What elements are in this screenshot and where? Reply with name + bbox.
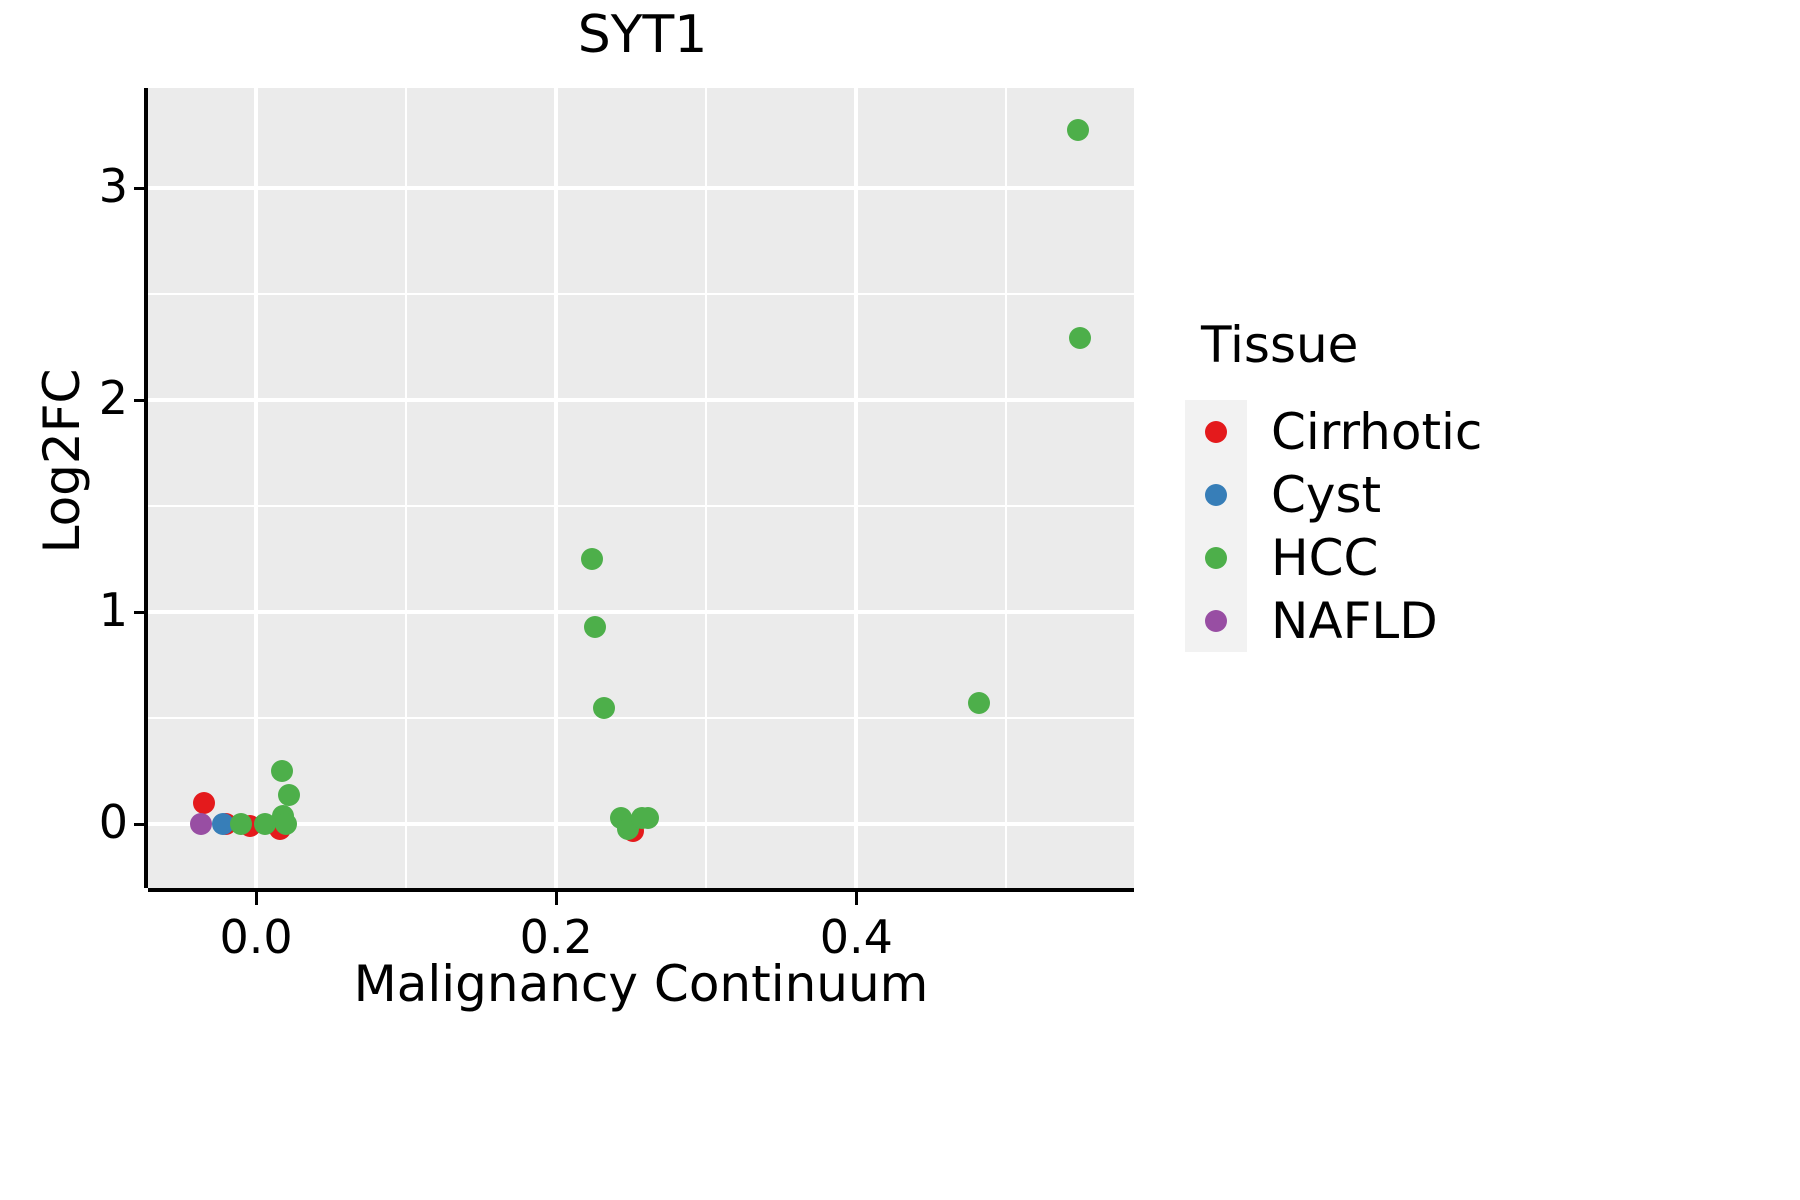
gridline-major-vertical xyxy=(854,88,859,888)
legend-item-cyst[interactable]: Cyst xyxy=(1185,463,1745,526)
gridline-minor-horizontal xyxy=(148,505,1134,508)
legend-key xyxy=(1185,400,1247,463)
x-axis-tick-label: 0.0 xyxy=(219,910,293,964)
legend-title: Tissue xyxy=(1201,316,1359,374)
legend-dot-icon xyxy=(1205,546,1227,569)
gridline-minor-vertical xyxy=(1005,88,1008,888)
data-point-hcc xyxy=(230,813,253,836)
data-point-hcc xyxy=(636,806,659,829)
gridline-major-horizontal xyxy=(148,610,1134,615)
legend-key xyxy=(1185,589,1247,652)
data-point-hcc xyxy=(584,615,607,638)
data-point-hcc xyxy=(1068,327,1091,350)
gridline-major-horizontal xyxy=(148,185,1134,190)
data-point-hcc xyxy=(254,813,277,836)
x-axis-tick-label: 0.2 xyxy=(519,910,593,964)
legend-item-label: Cirrhotic xyxy=(1271,402,1483,461)
data-point-cyst xyxy=(212,813,235,836)
data-point-hcc xyxy=(581,548,604,571)
legend-item-label: NAFLD xyxy=(1271,591,1438,650)
legend-dot-icon xyxy=(1205,420,1227,443)
legend: Tissue Cirrhotic Cyst HCC NAFLD xyxy=(1185,320,1745,652)
x-axis-tick xyxy=(855,892,859,905)
data-point-hcc xyxy=(278,783,301,806)
y-axis-tick-label: 3 xyxy=(98,158,128,213)
y-axis-tick xyxy=(134,611,146,615)
gridline-minor-vertical xyxy=(405,88,408,888)
gridline-major-vertical xyxy=(254,88,259,888)
data-point-cirrhotic xyxy=(192,792,215,815)
gridline-minor-vertical xyxy=(705,88,708,888)
data-point-hcc xyxy=(275,813,298,836)
data-point-hcc xyxy=(1067,119,1090,142)
legend-items: Cirrhotic Cyst HCC NAFLD xyxy=(1185,400,1745,652)
y-axis-tick-label: 2 xyxy=(98,370,128,425)
legend-key xyxy=(1185,526,1247,589)
legend-item-label: HCC xyxy=(1271,528,1379,587)
x-axis-tick xyxy=(255,892,259,905)
x-axis-tick xyxy=(555,892,559,905)
y-axis-line xyxy=(144,88,148,888)
y-axis-tick-label: 1 xyxy=(98,583,128,638)
legend-item-cirrhotic[interactable]: Cirrhotic xyxy=(1185,400,1745,463)
data-point-nafld xyxy=(189,813,212,836)
gridline-minor-horizontal xyxy=(148,292,1134,295)
legend-dot-icon xyxy=(1205,609,1227,632)
y-axis-tick-label: 0 xyxy=(98,795,128,850)
gridline-minor-vertical xyxy=(104,88,107,888)
legend-item-label: Cyst xyxy=(1271,465,1382,524)
y-axis-tick xyxy=(134,823,146,827)
x-axis-title: Malignancy Continuum xyxy=(353,955,929,1013)
y-axis-tick xyxy=(134,186,146,190)
x-axis-tick-label: 0.4 xyxy=(819,910,893,964)
gridline-minor-horizontal xyxy=(148,717,1134,720)
legend-dot-icon xyxy=(1205,483,1227,506)
gridline-major-vertical xyxy=(554,88,559,888)
data-point-hcc xyxy=(968,692,991,715)
legend-item-hcc[interactable]: HCC xyxy=(1185,526,1745,589)
chart-title: SYT1 xyxy=(577,5,708,65)
data-point-hcc xyxy=(593,696,616,719)
data-point-hcc xyxy=(270,760,293,783)
legend-key xyxy=(1185,463,1247,526)
y-axis-title: Log2FC xyxy=(33,368,91,554)
legend-item-nafld[interactable]: NAFLD xyxy=(1185,589,1745,652)
gridline-major-horizontal xyxy=(148,397,1134,402)
y-axis-tick xyxy=(134,398,146,402)
x-axis-line xyxy=(148,888,1134,892)
plot-panel xyxy=(104,88,1134,888)
